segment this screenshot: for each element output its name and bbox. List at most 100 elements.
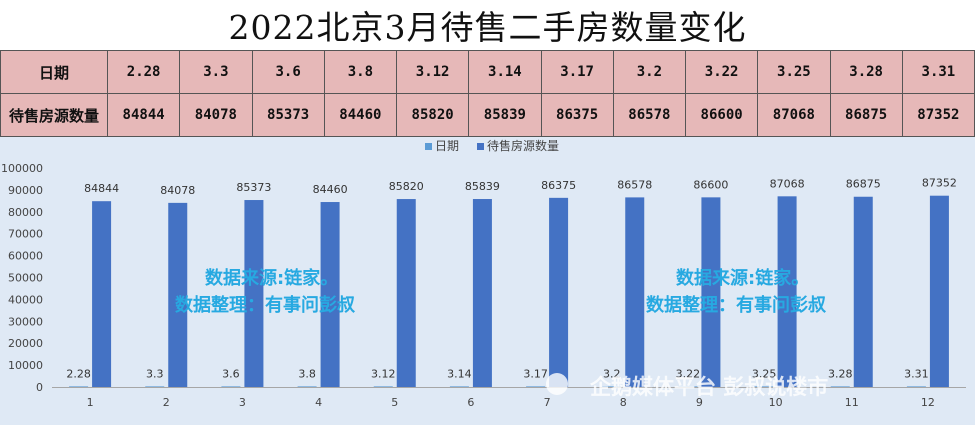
x-tick-label: 8 — [620, 396, 627, 409]
table-cell: 86875 — [829, 93, 903, 137]
bar — [320, 202, 340, 387]
data-label: 3.14 — [447, 367, 472, 380]
bar — [472, 199, 492, 387]
row-header-date: 日期 — [0, 50, 108, 94]
data-label: 85839 — [465, 180, 500, 193]
data-label: 3.3 — [146, 367, 164, 380]
data-label: 85373 — [236, 181, 271, 194]
y-tick-label: 40000 — [8, 293, 43, 306]
table-cell: 85820 — [395, 93, 470, 137]
data-label: 86600 — [693, 178, 728, 191]
data-label: 3.25 — [752, 367, 777, 380]
table-cell: 86375 — [540, 93, 614, 137]
x-tick-label: 6 — [467, 396, 474, 409]
data-table: 日期 2.28 3.3 3.6 3.8 3.12 3.14 3.17 3.2 3… — [0, 50, 975, 137]
bar — [625, 197, 645, 387]
table-cell: 3.14 — [468, 50, 542, 94]
penguin-logo-icon — [546, 373, 568, 395]
y-tick-label: 80000 — [8, 206, 43, 219]
data-label: 86375 — [541, 179, 576, 192]
legend-label: 待售房源数量 — [487, 138, 559, 153]
x-tick-label: 1 — [87, 396, 94, 409]
x-tick-label: 3 — [239, 396, 246, 409]
data-label: 3.12 — [371, 367, 396, 380]
data-label: 3.28 — [828, 367, 853, 380]
watermark-author-right: 数据整理：有事问彭叔 — [646, 295, 826, 316]
x-tick-label: 12 — [921, 396, 935, 409]
data-label: 86875 — [846, 178, 881, 191]
watermark-footer: 企鹅媒体平台 彭叔说楼市 — [590, 375, 829, 399]
table-cell: 84078 — [179, 93, 253, 137]
table-cell: 2.28 — [106, 50, 181, 94]
table-cell: 87068 — [757, 93, 831, 137]
page-title: 2022北京3月待售二手房数量变化 — [228, 8, 747, 47]
table-row-dates: 日期 2.28 3.3 3.6 3.8 3.12 3.14 3.17 3.2 3… — [0, 50, 975, 94]
data-label: 85820 — [389, 180, 424, 193]
data-label: 3.6 — [222, 367, 240, 380]
table-row-counts: 待售房源数量 84844 84078 85373 84460 85820 858… — [0, 93, 975, 137]
table-cell: 3.8 — [323, 50, 398, 94]
bar — [297, 386, 317, 387]
x-tick-label: 11 — [845, 396, 859, 409]
bar — [449, 386, 469, 387]
watermark-source-right: 数据来源:链家。 — [676, 268, 810, 289]
bar — [526, 386, 546, 387]
table-cell: 3.25 — [757, 50, 831, 94]
table-cell: 87352 — [901, 93, 975, 137]
x-tick-label: 9 — [696, 396, 703, 409]
table-cell: 86600 — [684, 93, 759, 137]
data-label: 87352 — [922, 177, 957, 190]
data-label: 3.8 — [298, 367, 316, 380]
bar-chart: 日期 待售房源数量 0 10000 20000 30000 40000 50000 60000 7… — [1, 138, 966, 409]
data-label: 3.22 — [676, 367, 701, 380]
bar — [906, 386, 926, 387]
y-tick-label: 20000 — [8, 337, 43, 350]
table-cell: 3.3 — [179, 50, 253, 94]
bar — [929, 195, 949, 387]
x-tick-label: 10 — [769, 396, 783, 409]
x-tick-label: 5 — [391, 396, 398, 409]
table-cell: 84460 — [323, 93, 398, 137]
bar — [145, 386, 165, 387]
data-label: 3.31 — [904, 367, 929, 380]
table-cell: 3.12 — [395, 50, 470, 94]
data-label: 3.2 — [603, 367, 621, 380]
y-tick-label: 50000 — [8, 272, 43, 285]
watermark-source: 数据来源:链家。 — [205, 268, 339, 289]
x-tick-label: 2 — [163, 396, 170, 409]
table-cell: 85839 — [468, 93, 542, 137]
table-cell: 3.28 — [829, 50, 903, 94]
table-cell: 3.17 — [540, 50, 614, 94]
y-tick-label: 10000 — [8, 359, 43, 372]
bar — [754, 386, 774, 387]
bar — [777, 196, 797, 387]
bar — [830, 386, 850, 387]
x-tick-label: 7 — [544, 396, 551, 409]
bar — [602, 386, 622, 387]
data-label: 87068 — [770, 177, 805, 190]
y-tick-label: 100000 — [1, 162, 43, 175]
bar — [373, 386, 393, 387]
data-label: 84460 — [313, 183, 348, 196]
bar — [168, 202, 188, 387]
y-tick-label: 60000 — [8, 250, 43, 263]
table-cell: 3.2 — [612, 50, 687, 94]
y-tick-label: 30000 — [8, 315, 43, 328]
chart-area: 日期 待售房源数量 0 10000 20000 30000 40000 50000 60000 7… — [0, 137, 975, 425]
bar — [244, 200, 264, 387]
bar — [92, 201, 112, 387]
row-header-count: 待售房源数量 — [0, 93, 108, 137]
table-cell: 84844 — [106, 93, 181, 137]
y-tick-label: 0 — [36, 381, 43, 394]
bar — [678, 386, 698, 387]
data-label: 2.28 — [66, 367, 91, 380]
y-tick-label: 70000 — [8, 228, 43, 241]
legend-label: 日期 — [435, 139, 459, 153]
data-label: 84844 — [84, 182, 119, 195]
bar — [549, 197, 569, 387]
legend-swatch — [477, 143, 484, 150]
table-cell: 3.6 — [251, 50, 325, 94]
table-cell: 85373 — [251, 93, 325, 137]
bar — [396, 199, 416, 387]
watermark-author: 数据整理：有事问彭叔 — [175, 295, 355, 316]
